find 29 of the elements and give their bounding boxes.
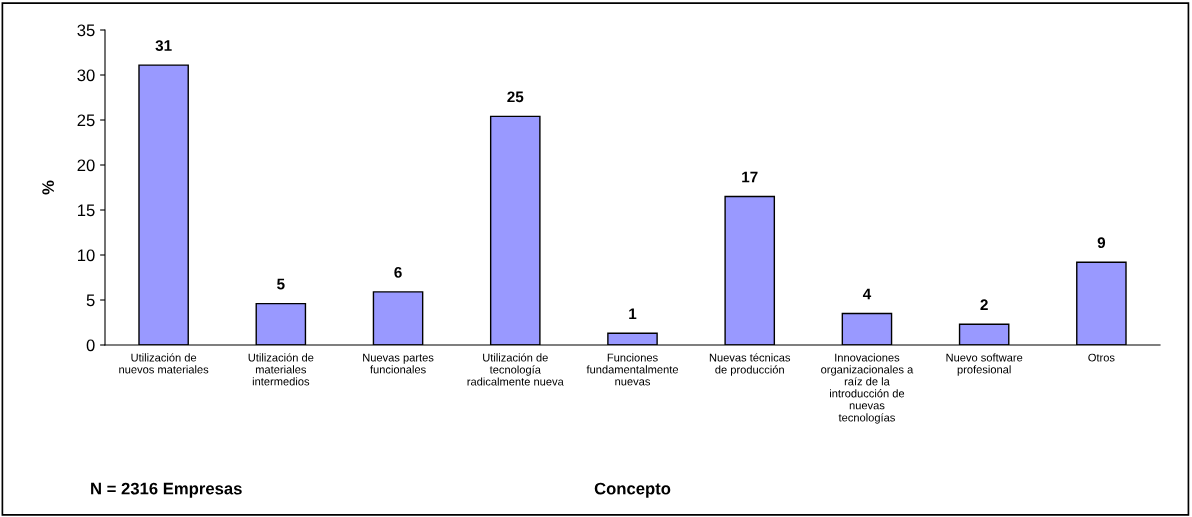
- data-label: 25: [507, 91, 524, 103]
- data-label: 5: [277, 278, 285, 290]
- x-tick-label: Utilización de tecnología radicalmente nueva: [467, 353, 564, 386]
- data-label: 17: [742, 171, 758, 183]
- y-axis-title: %: [42, 180, 54, 195]
- data-label: 31: [155, 40, 172, 51]
- y-tick-label: 30: [77, 69, 95, 82]
- x-tick-label: Otros: [1088, 353, 1115, 362]
- x-tick-label: Utilización de materiales intermedios: [248, 353, 314, 386]
- y-tick-label: 15: [78, 204, 95, 217]
- x-tick-label: Nuevas partes funcionales: [363, 353, 434, 374]
- data-label: 2: [980, 299, 988, 311]
- x-tick-label: Innovaciones organizacionales a raíz de la introducción de nuevas tecnologías: [821, 353, 914, 424]
- data-label: 9: [1097, 237, 1106, 249]
- x-tick-label: Nuevas técnicas de producción: [709, 353, 791, 376]
- x-tick-label: Utilización de nuevos materiales: [119, 353, 209, 374]
- x-tick-label: Nuevo software profesional: [946, 353, 1023, 376]
- y-tick-label: 20: [77, 159, 95, 172]
- y-tick-label: 5: [86, 294, 95, 307]
- data-label: 6: [394, 266, 402, 278]
- y-tick-label: 10: [78, 249, 95, 262]
- data-label: 1: [629, 308, 637, 320]
- x-axis-title: Concepto: [594, 482, 671, 498]
- y-tick-label: 35: [77, 24, 95, 37]
- data-label: 4: [862, 288, 872, 300]
- y-tick-label: 25: [77, 114, 95, 127]
- x-tick-label: Funciones fundamentalmente nuevas: [586, 353, 679, 386]
- text: N = 2316 Empresas: [91, 482, 242, 498]
- y-tick-label: 0: [86, 339, 95, 352]
